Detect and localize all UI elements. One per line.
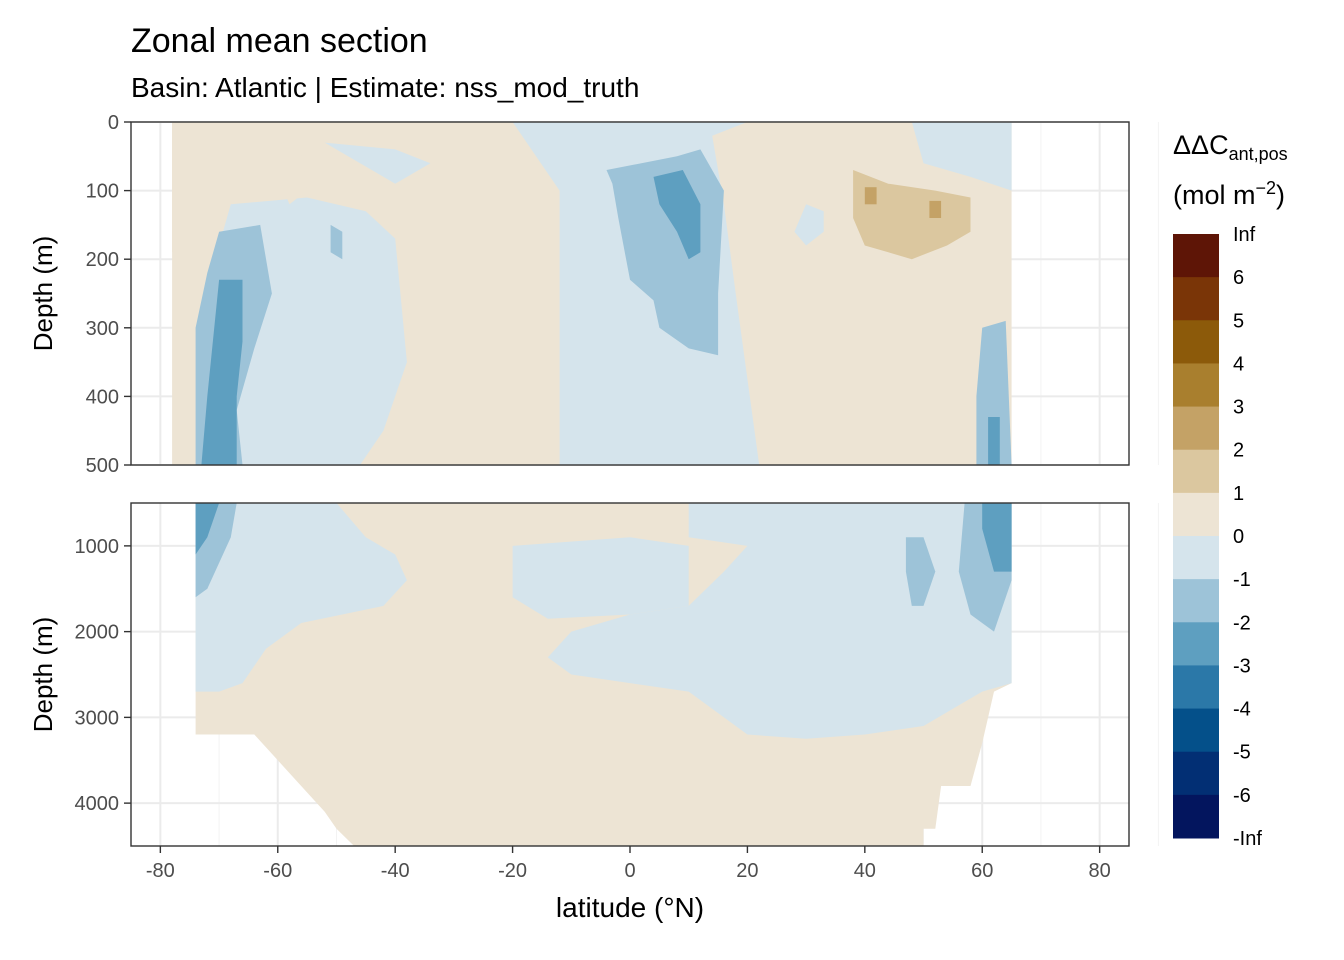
- y-tick-label: 4000: [75, 793, 120, 815]
- legend-swatch: [1173, 794, 1219, 839]
- legend-swatch: [1173, 579, 1219, 623]
- legend-swatch: [1173, 536, 1219, 580]
- x-tick-label: 80: [1089, 860, 1111, 882]
- contour-region: [547, 503, 1012, 739]
- legend-break-label: -5: [1233, 742, 1251, 764]
- legend-break-label: 5: [1233, 310, 1244, 332]
- y-tick-label: 2000: [75, 622, 120, 644]
- y-axis-label: Depth (m): [28, 617, 58, 733]
- contour-region: [976, 320, 1012, 465]
- legend-break-label: 6: [1233, 267, 1244, 289]
- legend-swatch: [1173, 234, 1219, 278]
- y-tick-label: 500: [86, 455, 119, 477]
- panel-lower: 1000 2000 3000 4000 Depth (m): [28, 502, 1159, 847]
- contour-region: [330, 224, 343, 260]
- contour-region: [512, 537, 689, 619]
- legend-swatch: [1173, 492, 1219, 537]
- x-tick-label: -40: [381, 860, 410, 882]
- y-tick-label: 300: [86, 318, 119, 340]
- legend-swatch: [1173, 449, 1219, 494]
- panel-regions: [172, 122, 1012, 465]
- contour-region: [729, 149, 795, 424]
- contour-region: [929, 200, 942, 218]
- contour-region: [864, 187, 877, 205]
- legend-unit-close: ): [1276, 180, 1286, 210]
- contour-region: [536, 122, 677, 150]
- legend-swatch: [1173, 751, 1219, 796]
- contour-region: [195, 503, 407, 692]
- legend-break-label: 2: [1233, 440, 1244, 462]
- legend-title-main: ΔΔC: [1173, 130, 1229, 160]
- legend-break-label: 0: [1233, 526, 1244, 548]
- legend-title-sub: ant,pos: [1228, 144, 1288, 164]
- x-axis-label: latitude (°N): [556, 892, 704, 923]
- legend-swatch: [1173, 320, 1219, 364]
- legend: Inf 6 5 4 3 2 1 0 -1 -2 -3 -4 -5 -6 -Inf: [1173, 224, 1262, 850]
- x-tick-label: -80: [146, 860, 175, 882]
- y-axis-ticks: 1000 2000 3000 4000: [75, 536, 131, 815]
- x-tick-label: 0: [624, 860, 635, 882]
- panel-regions: [195, 503, 1012, 846]
- contour-region: [905, 537, 936, 606]
- y-tick-label: 3000: [75, 707, 120, 729]
- y-tick-label: 1000: [75, 536, 120, 558]
- contour-region: [324, 142, 431, 184]
- legend-swatch: [1173, 665, 1219, 710]
- contour-region: [201, 279, 243, 465]
- y-axis-ticks: 0 100 200 300 400 500: [86, 112, 131, 477]
- legend-break-label: 3: [1233, 397, 1244, 419]
- legend-break-label: -6: [1233, 785, 1251, 807]
- contour-region: [195, 503, 220, 555]
- legend-break-label: 1: [1233, 483, 1244, 505]
- contour-region: [794, 204, 824, 246]
- y-tick-label: 400: [86, 386, 119, 408]
- y-tick-label: 200: [86, 249, 119, 271]
- contour-region: [172, 122, 231, 253]
- legend-unit-sup: −2: [1255, 178, 1277, 198]
- legend-break-label: -1: [1233, 569, 1251, 591]
- legend-break-label: -2: [1233, 612, 1251, 634]
- y-tick-label: 0: [108, 112, 119, 134]
- contour-region: [653, 170, 701, 260]
- legend-title: ΔΔCant,pos: [1173, 130, 1288, 165]
- legend-swatch: [1173, 406, 1219, 451]
- legend-break-label: Inf: [1233, 224, 1256, 246]
- contour-region: [988, 417, 1000, 465]
- legend-break-label: 4: [1233, 353, 1244, 375]
- legend-break-label: -4: [1233, 699, 1251, 721]
- panel-border: [130, 121, 1130, 466]
- contour-region: [853, 170, 971, 260]
- chart-title: Zonal mean section: [131, 22, 428, 60]
- legend-swatch: [1173, 277, 1219, 321]
- contour-region: [283, 152, 308, 205]
- x-axis: -80 -60 -40 -20 0 20 40 60 80 latitude (°N): [146, 846, 1111, 923]
- legend-unit-main: (mol m: [1173, 180, 1256, 210]
- legend-swatch: [1173, 708, 1219, 753]
- x-tick-label: 60: [971, 860, 993, 882]
- legend-break-label: -3: [1233, 655, 1251, 677]
- legend-break-label: -Inf: [1233, 828, 1262, 850]
- legend-unit: (mol m−2): [1173, 178, 1285, 211]
- x-tick-label: -20: [498, 860, 527, 882]
- legend-swatch: [1173, 363, 1219, 408]
- x-tick-label: 20: [736, 860, 758, 882]
- panel-upper: 0 100 200 300 400 500 Depth (m): [28, 112, 1159, 477]
- y-axis-label: Depth (m): [28, 236, 58, 352]
- contour-region: [911, 122, 1012, 191]
- legend-swatch: [1173, 622, 1219, 666]
- contour-region: [982, 503, 1012, 572]
- contour-region: [430, 320, 472, 417]
- y-tick-label: 100: [86, 181, 119, 203]
- x-tick-label: 40: [854, 860, 876, 882]
- x-tick-label: -60: [263, 860, 292, 882]
- chart-subtitle: Basin: Atlantic | Estimate: nss_mod_trut…: [131, 72, 640, 103]
